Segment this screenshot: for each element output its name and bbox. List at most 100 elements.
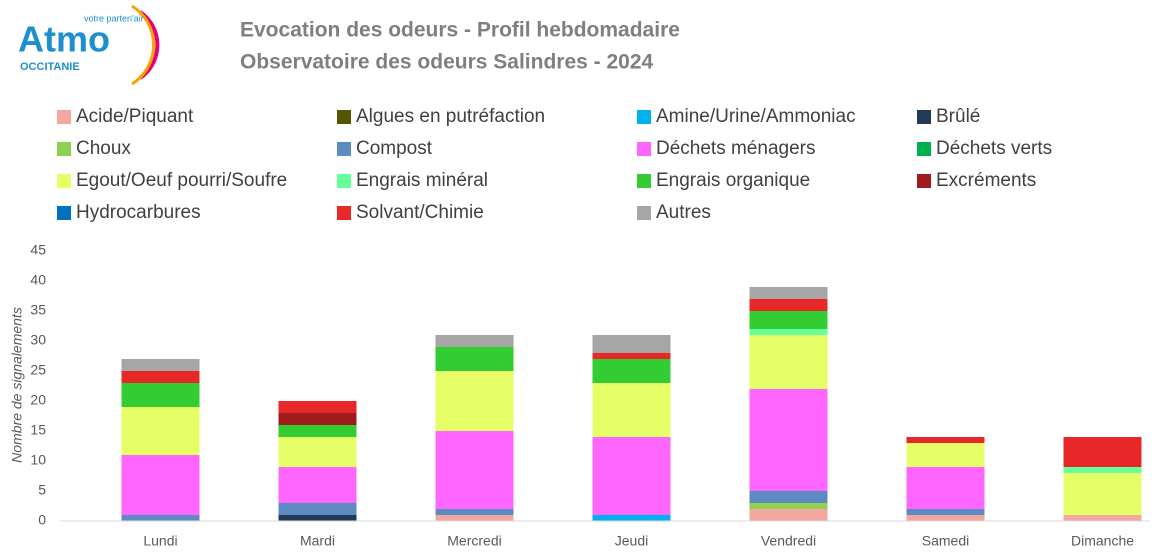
bar-segment [278,413,357,425]
legend-swatch [917,142,931,156]
legend-swatch [57,142,71,156]
bar-segment [749,287,828,299]
legend-label: Brûlé [936,106,980,127]
legend-swatch [337,110,351,124]
bar-segment [1063,467,1142,473]
bar-segment [749,509,828,521]
legend-label: Déchets verts [936,138,1052,159]
logo-tagline: votre parten'air [84,13,144,23]
y-tick-label: 15 [30,422,46,438]
bar-segment [592,353,671,359]
bar-segment [1063,515,1142,521]
legend-label: Engrais organique [656,170,810,191]
bar-segment [435,509,514,515]
bar-segment [592,383,671,437]
logo-arc [138,10,160,80]
bar-segment [278,437,357,467]
logo-arc [131,4,156,86]
logo: Atmo votre parten'air OCCITANIE [18,4,160,86]
x-tick-label: Samedi [922,533,969,549]
legend-swatch [637,110,651,124]
legend-swatch [57,110,71,124]
bar-segment [121,455,200,515]
logo-name: Atmo [18,19,110,60]
legend-swatch [337,174,351,188]
x-tick-label: Mardi [300,533,335,549]
y-tick-label: 20 [30,392,46,408]
legend-label: Acide/Piquant [76,106,194,127]
bar-segment [749,329,828,335]
bar-segment [906,443,985,467]
bar-segment [749,389,828,491]
x-tick-label: Jeudi [615,533,648,549]
bar-segment [592,515,671,521]
bar-segment [278,425,357,437]
bar-segment [592,437,671,515]
bar-segment [749,335,828,389]
bar-segment [435,335,514,347]
y-tick-label: 35 [30,302,46,318]
legend-label: Engrais minéral [356,170,488,191]
y-tick-label: 5 [38,482,46,498]
chart-title: Evocation des odeurs - Profil hebdomadai… [240,19,680,42]
bar-segment [278,467,357,503]
legend-swatch [57,174,71,188]
legend-swatch [57,206,71,220]
bar-segment [906,515,985,521]
bar-segment [906,467,985,509]
bar-segment [592,359,671,383]
legend-label: Egout/Oeuf pourri/Soufre [76,170,287,191]
legend-swatch [637,174,651,188]
bar-segment [121,515,200,521]
bar-segment [749,311,828,329]
bar-segment [749,491,828,503]
bar-segment [1063,473,1142,515]
legend-label: Autres [656,202,711,223]
chart-subtitle: Observatoire des odeurs Salindres - 2024 [240,51,654,74]
bar-segment [906,437,985,443]
bar-segment [121,359,200,371]
x-tick-label: Dimanche [1071,533,1134,549]
legend-label: Solvant/Chimie [356,202,484,223]
x-tick-label: Mercredi [447,533,501,549]
legend-label: Algues en putréfaction [356,106,545,127]
y-tick-label: 0 [38,512,46,528]
legend-swatch [917,110,931,124]
legend-swatch [917,174,931,188]
bar-segment [749,503,828,509]
legend-swatch [337,206,351,220]
y-tick-label: 10 [30,452,46,468]
y-tick-label: 25 [30,362,46,378]
bar-segment [592,335,671,353]
legend-swatch [637,142,651,156]
x-tick-label: Lundi [143,533,177,549]
legend-label: Excréments [936,170,1036,191]
legend-label: Déchets ménagers [656,138,815,159]
bar-segment [121,383,200,407]
legend-label: Amine/Urine/Ammoniac [656,106,856,127]
y-tick-label: 45 [30,242,46,258]
legend-swatch [637,206,651,220]
logo-region: OCCITANIE [20,61,80,73]
bar-segment [278,515,357,521]
legend-label: Choux [76,138,131,159]
bar-segment [435,431,514,509]
y-tick-label: 40 [30,272,46,288]
bar-segment [435,371,514,431]
bar-segment [121,407,200,455]
bar-segment [906,509,985,515]
bar-segment [121,371,200,383]
bar-segment [1063,437,1142,467]
y-tick-label: 30 [30,332,46,348]
legend-label: Hydrocarbures [76,202,201,223]
legend-swatch [337,142,351,156]
y-axis-label: Nombre de signalements [9,307,25,463]
x-tick-label: Vendredi [761,533,816,549]
bar-segment [435,347,514,371]
bar-segment [278,401,357,413]
bar-segment [278,503,357,515]
bar-segment [749,299,828,311]
legend-label: Compost [356,138,433,159]
bar-segment [435,515,514,521]
